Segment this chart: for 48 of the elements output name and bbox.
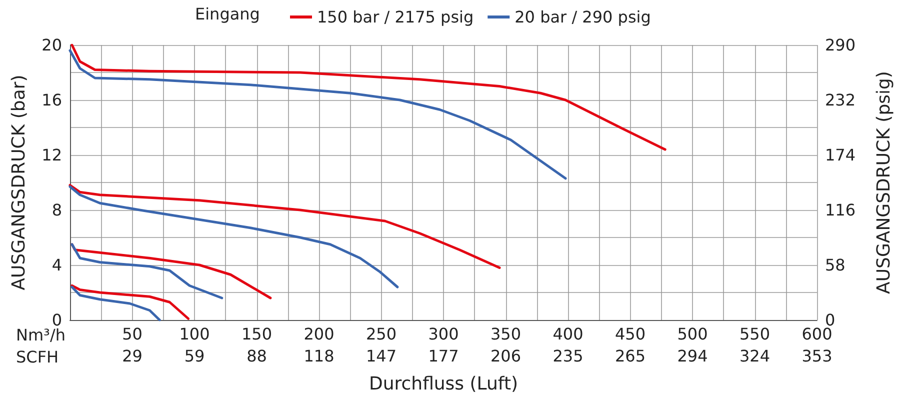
line-series — [70, 284, 190, 320]
x-axis-title: Durchfluss (Luft) — [368, 374, 518, 394]
x-tick-label: 150 — [241, 324, 272, 344]
y2-tick-label: 116 — [825, 200, 856, 220]
x-tick-label: 100 — [179, 324, 210, 344]
x2-tick-label: 206 — [490, 346, 522, 366]
x2-tick-label: 324 — [739, 346, 770, 366]
x-tick-label: 350 — [490, 324, 522, 344]
legend-label: 20 bar / 290 psig — [514, 8, 651, 26]
y2-tick-label: 232 — [825, 90, 856, 110]
line-series — [70, 286, 161, 322]
x-tick-label: 550 — [739, 324, 770, 344]
x2-tick-label: 147 — [366, 346, 397, 366]
y2-tick-label: 290 — [825, 36, 856, 54]
y-tick-label: 8 — [52, 200, 62, 220]
x-tick-label: 300 — [428, 324, 459, 344]
y2-axis-title: AUSGANGSDRUCK (psig) — [874, 71, 894, 294]
x-tick-label: 500 — [677, 324, 708, 344]
x-tick-label: 200 — [304, 324, 334, 344]
x-tick-label: 250 — [366, 324, 397, 344]
line-series — [68, 184, 501, 269]
legend-title: Eingang — [195, 4, 260, 24]
y2-tick-label: 174 — [825, 146, 856, 164]
x-tick-label: 400 — [552, 324, 584, 344]
y-tick-label: 12 — [42, 146, 62, 164]
y2-tick-label: 58 — [825, 256, 846, 274]
x2-axis-title: SCFH — [16, 348, 59, 366]
x2-tick-label: 29 — [122, 346, 142, 366]
y-axis-title: AUSGANGSDRUCK (bar) — [8, 74, 30, 290]
y-tick-label: 20 — [42, 36, 62, 54]
x2-tick-label: 88 — [246, 346, 267, 366]
x-tick-label: 450 — [614, 324, 646, 344]
y-tick-label: 16 — [42, 90, 62, 110]
line-series — [70, 44, 666, 151]
x2-tick-label: 294 — [677, 346, 708, 366]
x2-tick-label: 353 — [802, 346, 832, 366]
line-series — [68, 49, 567, 180]
x2-tick-label: 265 — [614, 346, 646, 366]
x2-tick-label: 59 — [184, 346, 205, 366]
x2-tick-label: 177 — [428, 346, 459, 366]
line-series — [70, 243, 224, 300]
x-tick-label: 50 — [122, 324, 142, 344]
legend-label: 150 bar / 2175 psig — [317, 8, 474, 26]
y-tick-label: 4 — [52, 256, 62, 274]
x-tick-label: 600 — [802, 324, 832, 344]
x2-tick-label: 235 — [552, 346, 584, 366]
line-series — [68, 185, 399, 288]
x2-tick-label: 118 — [304, 346, 334, 366]
